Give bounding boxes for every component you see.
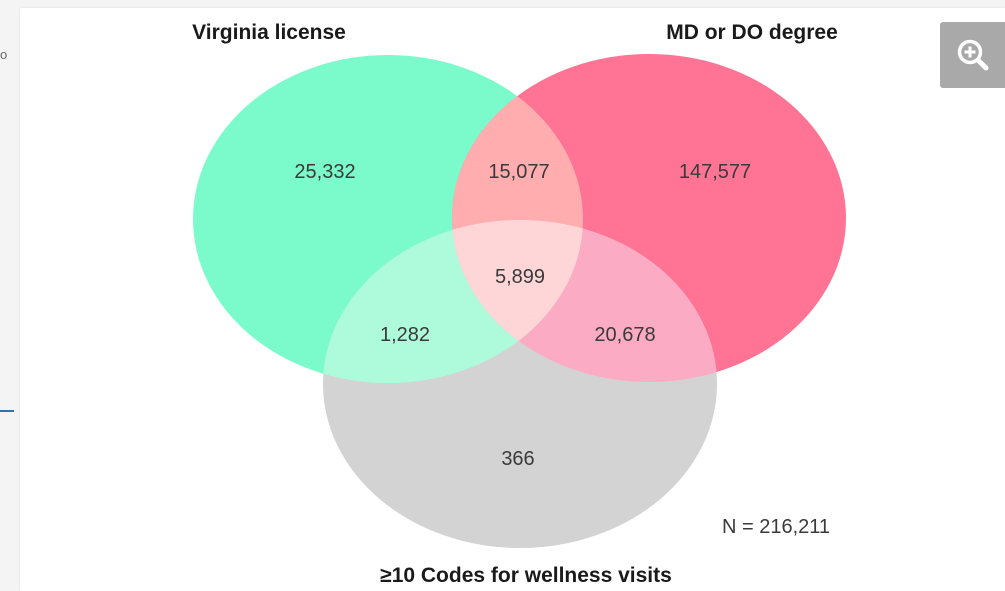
total-count-label: N = 216,211 <box>722 516 830 538</box>
figure-panel: Virginia license MD or DO degree ≥10 Cod… <box>20 8 1005 591</box>
degree-and-wellness-count: 20,678 <box>594 324 655 346</box>
virginia-and-degree-count: 15,077 <box>488 161 549 183</box>
zoom-in-button[interactable] <box>940 22 1005 88</box>
left-edge-divider <box>0 410 14 412</box>
virginia-and-wellness-count: 1,282 <box>380 324 430 346</box>
zoom-in-icon <box>957 39 988 71</box>
virginia-only-count: 25,332 <box>294 161 355 183</box>
md-or-do-degree-label: MD or DO degree <box>666 21 838 44</box>
wellness-only-count: 366 <box>501 448 534 470</box>
virginia-wellness-overlap <box>323 220 583 383</box>
degree-only-count: 147,577 <box>679 161 751 183</box>
virginia-license-label: Virginia license <box>192 21 346 44</box>
all-three-count: 5,899 <box>495 266 545 288</box>
degree-wellness-overlap <box>452 220 717 382</box>
left-edge-text-fragment: o <box>0 47 8 62</box>
venn-diagram: Virginia license MD or DO degree ≥10 Cod… <box>192 21 846 587</box>
wellness-codes-label: ≥10 Codes for wellness visits <box>380 564 672 587</box>
